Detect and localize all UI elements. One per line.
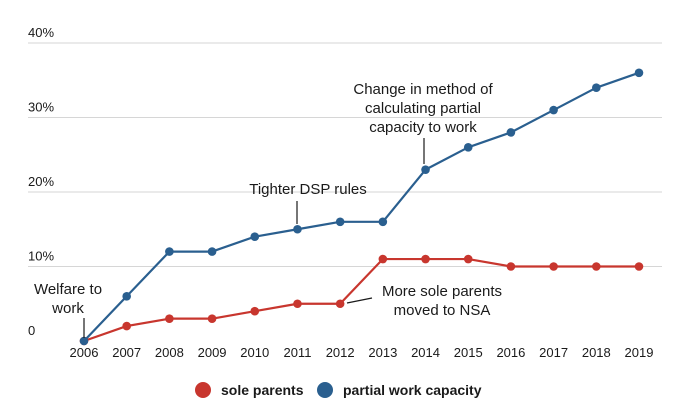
series-line-1	[83, 71, 640, 342]
data-point	[506, 262, 516, 271]
data-point	[463, 143, 473, 152]
x-tick-label: 2012	[326, 345, 355, 360]
annotation-text: Change in method of	[353, 81, 493, 98]
data-point	[549, 105, 558, 115]
data-point	[250, 232, 260, 241]
data-point	[335, 299, 345, 309]
data-point	[421, 254, 430, 264]
annotation-text: capacity to work	[369, 119, 477, 136]
y-tick-label: 40%	[28, 25, 54, 40]
data-point	[293, 224, 302, 234]
annotation-text: calculating partial	[365, 100, 481, 117]
x-tick-label: 2010	[240, 345, 269, 360]
annotation-welfare: Welfare to work	[34, 281, 102, 338]
data-point	[592, 83, 601, 92]
annotation-nsa: More sole parents moved to NSA	[346, 283, 502, 319]
legend-swatch	[195, 382, 211, 398]
legend-swatch	[317, 382, 333, 398]
data-point	[421, 165, 430, 174]
annotation-leader-line	[346, 297, 373, 304]
data-point	[378, 217, 388, 227]
data-point	[506, 128, 516, 137]
annotation-text: work	[51, 300, 84, 317]
data-point	[592, 262, 601, 271]
data-point	[634, 262, 644, 271]
x-tick-label: 2019	[625, 345, 654, 360]
data-point	[122, 321, 131, 331]
x-tick-label: 2016	[496, 345, 525, 360]
data-point	[293, 299, 302, 309]
y-tick-label: 30%	[28, 100, 54, 115]
data-point	[250, 306, 260, 316]
series-line-0	[83, 257, 639, 343]
data-point	[634, 68, 644, 78]
data-point	[122, 292, 131, 301]
grid-lines	[28, 42, 662, 267]
x-tick-label: 2007	[112, 345, 141, 360]
data-point	[165, 314, 174, 323]
y-tick-label: 10%	[28, 249, 54, 264]
y-axis: 0 10% 20% 30% 40%	[28, 25, 54, 338]
y-tick-label: 20%	[28, 174, 54, 189]
legend-item-1: partial work capacity	[317, 382, 482, 398]
data-point	[165, 247, 174, 256]
x-tick-label: 2011	[283, 345, 311, 360]
data-point	[207, 314, 217, 323]
annotations: Welfare to work Tighter DSP rules Change in…	[34, 81, 502, 338]
data-point	[463, 254, 473, 264]
y-tick-label: 0	[28, 323, 35, 338]
annotation-method: Change in method of calculating partial ca…	[353, 81, 493, 164]
data-point	[335, 217, 345, 227]
data-point	[207, 247, 217, 256]
annotation-text: More sole parents	[382, 283, 502, 300]
x-tick-label: 2017	[539, 345, 568, 360]
legend-item-0: sole parents	[195, 382, 304, 398]
x-tick-label: 2009	[198, 345, 227, 360]
annotation-text: Welfare to	[34, 281, 102, 298]
annotation-text: moved to NSA	[394, 302, 491, 319]
x-tick-label: 2008	[155, 345, 184, 360]
series-points	[79, 68, 644, 346]
x-tick-label: 2006	[70, 345, 99, 360]
data-point	[378, 254, 388, 264]
legend-label: sole parents	[221, 382, 304, 398]
series-lines	[83, 71, 640, 343]
x-tick-label: 2013	[368, 345, 397, 360]
x-tick-label: 2015	[454, 345, 483, 360]
legend-label: partial work capacity	[343, 382, 482, 398]
annotation-text: Tighter DSP rules	[249, 181, 367, 198]
x-tick-label: 2018	[582, 345, 611, 360]
data-point	[79, 336, 89, 346]
x-tick-label: 2014	[411, 345, 440, 360]
annotation-dsp: Tighter DSP rules	[249, 181, 367, 224]
legend: sole parents partial work capacity	[195, 382, 482, 398]
x-axis: 2006 2007 2008 2009 2010 2011 2012 2013 2014 2015…	[70, 345, 654, 360]
data-point	[549, 262, 558, 271]
